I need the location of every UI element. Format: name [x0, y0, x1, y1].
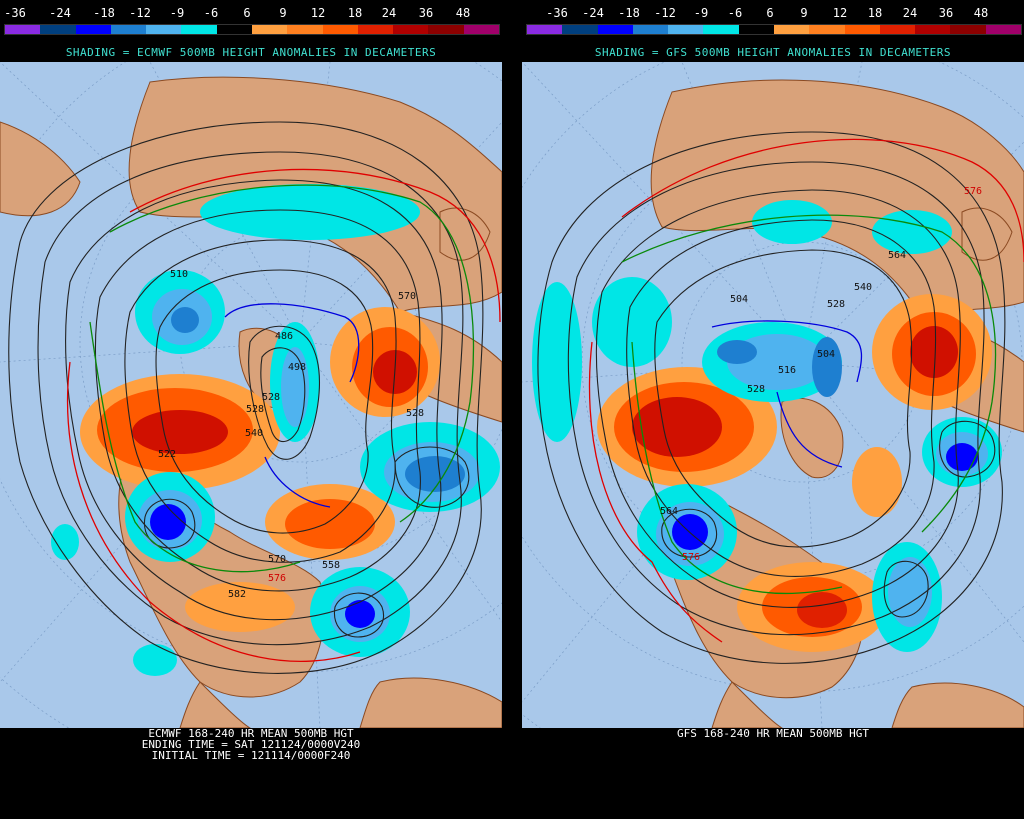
contour-label: 540	[854, 282, 872, 293]
contour-label: 576	[964, 186, 982, 197]
contour-label: 564	[888, 250, 906, 261]
contour-label: 528	[246, 404, 264, 415]
color-bar-swatch	[915, 25, 951, 34]
scale-tick: -6	[727, 6, 743, 20]
scale-tick: 9	[800, 6, 808, 20]
scale-tick: 48	[455, 6, 471, 20]
color-bar-swatch	[216, 25, 252, 34]
color-bar-swatch	[40, 25, 76, 34]
anomaly-color-bar	[4, 24, 500, 35]
color-bar-swatch	[322, 25, 358, 34]
ecmwf-footer: ECMWF 168-240 HR MEAN 500MB HGT ENDING T…	[0, 728, 502, 819]
scale-tick: 24	[381, 6, 397, 20]
contour-label: 564	[660, 506, 678, 517]
contour-label: 576	[268, 573, 286, 584]
footer-line: ENDING TIME = SAT 121124/0000V240	[141, 738, 361, 751]
scale-tick: -12	[129, 6, 151, 20]
color-bar-swatch	[844, 25, 880, 34]
scale-tick: -6	[203, 6, 219, 20]
scale-tick: -18	[93, 6, 115, 20]
color-bar-swatch	[809, 25, 845, 34]
contour-label: 504	[817, 349, 835, 360]
contour-label: 570	[268, 554, 286, 565]
anomaly-scale-labels: -36 -24 -18 -12 -9 -6 6 9 12 18 24 36 48	[0, 6, 502, 20]
contour-label: 522	[158, 449, 176, 460]
scale-tick: -12	[654, 6, 676, 20]
contour-label: 582	[228, 589, 246, 600]
color-bar-swatch	[357, 25, 394, 34]
color-bar-swatch	[110, 25, 147, 34]
scale-tick: 24	[902, 6, 918, 20]
color-bar-swatch	[632, 25, 669, 34]
color-bar-swatch	[393, 25, 429, 34]
contour-label: 540	[245, 428, 263, 439]
color-bar-swatch	[5, 25, 41, 34]
color-bar-swatch	[463, 25, 499, 34]
ecmwf-map-svg: 510 570 486 498 528 528 522 528 540 558 …	[0, 62, 502, 728]
scale-tick: 6	[243, 6, 251, 20]
color-bar-swatch	[146, 25, 182, 34]
scale-tick: 6	[766, 6, 774, 20]
color-bar-swatch	[562, 25, 598, 34]
panel-divider	[502, 0, 522, 819]
contour-label: 576	[682, 552, 700, 563]
contour-label: 528	[262, 392, 280, 403]
scale-tick: 18	[867, 6, 883, 20]
color-bar-swatch	[251, 25, 288, 34]
scale-tick: 36	[418, 6, 434, 20]
anomaly-scale-labels: -36 -24 -18 -12 -9 -6 6 9 12 18 24 36 48	[522, 6, 1024, 20]
scale-tick: -24	[582, 6, 604, 20]
contour-label: 528	[747, 384, 765, 395]
color-bar-swatch	[181, 25, 217, 34]
scale-tick: 9	[279, 6, 287, 20]
scale-tick: -36	[546, 6, 568, 20]
gfs-map-svg: 576 564 540 504 528 528 504 516 564 576	[522, 62, 1024, 728]
gfs-map: 576 564 540 504 528 528 504 516 564 576	[522, 62, 1024, 728]
contour-label: 528	[406, 408, 424, 419]
contour-label: 570	[398, 291, 416, 302]
scale-tick: -9	[169, 6, 185, 20]
footer-line: GFS 168-240 HR MEAN 500MB HGT	[676, 727, 870, 740]
ecmwf-panel: -36 -24 -18 -12 -9 -6 6 9 12 18 24 36 48…	[0, 0, 502, 819]
gfs-panel: -36 -24 -18 -12 -9 -6 6 9 12 18 24 36 48…	[522, 0, 1024, 819]
scale-tick: 36	[938, 6, 954, 20]
scale-tick: -18	[618, 6, 640, 20]
color-bar-swatch	[75, 25, 111, 34]
footer-line: INITIAL TIME = 121114/0000F240	[151, 749, 351, 762]
color-bar-swatch	[287, 25, 323, 34]
scale-tick: 48	[973, 6, 989, 20]
gfs-footer: GFS 168-240 HR MEAN 500MB HGT	[522, 728, 1024, 819]
shading-title: SHADING = ECMWF 500MB HEIGHT ANOMALIES I…	[65, 46, 437, 59]
color-bar-swatch	[985, 25, 1021, 34]
color-bar-swatch	[773, 25, 810, 34]
color-bar-swatch	[879, 25, 916, 34]
color-bar-swatch	[703, 25, 739, 34]
scale-tick: -36	[4, 6, 26, 20]
contour-label: 498	[288, 362, 306, 373]
contour-label: 486	[275, 331, 293, 342]
scale-tick: 18	[347, 6, 363, 20]
scale-tick: -24	[49, 6, 71, 20]
anomaly-color-bar	[526, 24, 1022, 35]
scale-tick: -9	[693, 6, 709, 20]
scale-tick: 12	[832, 6, 848, 20]
contour-label: 504	[730, 294, 748, 305]
contour-label: 516	[778, 365, 796, 376]
color-bar-swatch	[428, 25, 464, 34]
color-bar-swatch	[950, 25, 986, 34]
contour-label: 558	[322, 560, 340, 571]
scale-tick: 12	[310, 6, 326, 20]
contour-label: 528	[827, 299, 845, 310]
ecmwf-map: 510 570 486 498 528 528 522 528 540 558 …	[0, 62, 502, 728]
contour-label: 510	[170, 269, 188, 280]
footer-line: ECMWF 168-240 HR MEAN 500MB HGT	[148, 727, 354, 740]
color-bar-swatch	[738, 25, 774, 34]
color-bar-swatch	[527, 25, 563, 34]
shading-title: SHADING = GFS 500MB HEIGHT ANOMALIES IN …	[594, 46, 952, 59]
color-bar-swatch	[597, 25, 633, 34]
color-bar-swatch	[668, 25, 704, 34]
